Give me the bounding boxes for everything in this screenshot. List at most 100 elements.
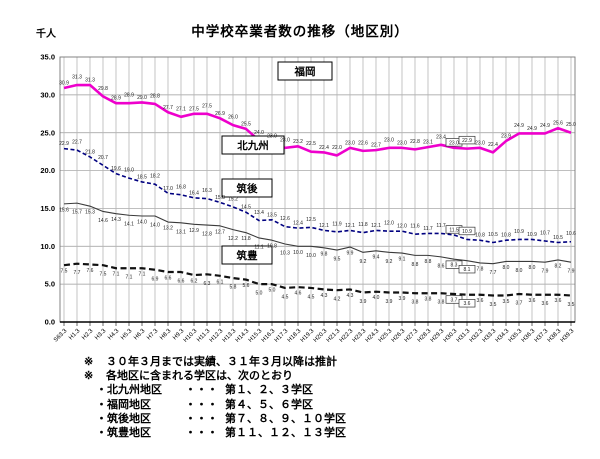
data-point-label: 3.9 xyxy=(386,299,393,305)
data-point-label: 24.0 xyxy=(254,130,264,136)
data-point-label: 18.5 xyxy=(137,174,147,180)
data-labels-fukuoka: 30.931.3 31.329.828.9 28.9 29.0 28.827.7 27.1… xyxy=(59,75,576,151)
data-point-label: 12.2 xyxy=(228,236,238,242)
data-point-label: 19.6 xyxy=(111,166,121,172)
footnote-text: ３０年３月までは実績、３１年３月以降は推計 xyxy=(106,356,337,368)
district-legend-row: ・北九州地区 ・・・ 第１、２、３学区 xyxy=(84,383,346,397)
data-point-label: 7.7 xyxy=(490,270,497,276)
y-tick-label: 0.0 xyxy=(45,318,55,327)
data-point-label: 7.1 xyxy=(126,275,133,281)
data-point-label: 9.8 xyxy=(321,251,328,257)
data-point-label: 14.1 xyxy=(124,222,134,228)
data-point-label: 14.3 xyxy=(111,217,121,223)
data-point-label: 7.9 xyxy=(568,269,575,275)
data-point-label: 23.2 xyxy=(293,139,303,145)
data-point-label: 23.4 xyxy=(436,134,446,140)
data-point-label: 3.9 xyxy=(360,299,367,305)
footnote-remark: ※ ３０年３月までは実績、３１年３月以降は推計 xyxy=(84,355,346,369)
data-point-label: 8.6 xyxy=(438,263,445,269)
data-point-label: 11.6 xyxy=(410,224,420,230)
data-point-label: 13.1 xyxy=(176,229,186,235)
reference-mark: ※ xyxy=(84,370,94,383)
data-point-label: 3.8 xyxy=(438,300,445,306)
data-point-label: 30.9 xyxy=(59,81,69,87)
data-point-label: 12.0 xyxy=(384,221,394,227)
data-point-label: 25.5 xyxy=(241,121,251,127)
bullet-icon: ・ xyxy=(96,412,107,425)
series-line-chikuho xyxy=(63,262,572,297)
data-point-label: 28.9 xyxy=(111,96,121,102)
data-point-label: 14.0 xyxy=(150,223,160,229)
legend-label: 筑後 xyxy=(236,182,258,195)
grid-layer xyxy=(59,56,576,326)
x-tick-label: H39.3 xyxy=(560,328,576,344)
legend-box-chikugo: 筑後 xyxy=(221,178,273,198)
x-tick-label: H2.3 xyxy=(81,328,95,342)
data-point-label: 13.2 xyxy=(163,226,173,232)
data-point-label: 8.0 xyxy=(516,268,523,274)
x-tick-label: H4.3 xyxy=(107,328,121,342)
data-point-label: 3.5 xyxy=(490,302,497,308)
data-point-label: 3.6 xyxy=(464,301,471,307)
data-point-label: 6.6 xyxy=(165,276,172,282)
x-tick-label: S63.3 xyxy=(53,328,69,344)
district-name: 福岡地区 xyxy=(107,398,151,411)
data-point-label: 24.9 xyxy=(527,126,537,132)
data-point-label: 3.7 xyxy=(516,300,523,306)
data-point-label: 8.3 xyxy=(451,263,458,269)
data-point-label: 11.7 xyxy=(423,226,433,232)
data-point-label: 25.6 xyxy=(553,121,563,127)
data-point-label: 10.8 xyxy=(267,244,277,250)
data-point-label: 10.5 xyxy=(553,235,563,241)
data-point-label: 26.0 xyxy=(228,115,238,121)
data-point-label: 11.8 xyxy=(358,222,368,228)
district-name: 筑豊地区 xyxy=(107,427,151,440)
data-point-label: 7.8 xyxy=(477,266,484,272)
x-tick-label: H8.3 xyxy=(159,328,173,342)
data-point-label: 16.3 xyxy=(202,188,212,194)
data-point-label: 15.8 xyxy=(215,195,225,201)
data-point-label: 22.7 xyxy=(371,143,381,149)
data-point-label: 23.0 xyxy=(345,140,355,146)
data-point-label: 7.6 xyxy=(87,268,94,274)
series-line-fukuoka xyxy=(63,83,572,157)
data-point-label: 12.0 xyxy=(397,224,407,230)
y-tick-label: 10.0 xyxy=(40,242,55,251)
data-point-label: 16.8 xyxy=(176,184,186,190)
data-point-label: 13.5 xyxy=(267,212,277,218)
data-point-label: 15.2 xyxy=(228,196,238,202)
data-point-label: 23.9 xyxy=(267,134,277,140)
data-point-label: 20.7 xyxy=(98,155,108,161)
data-point-label: 8.1 xyxy=(464,267,471,273)
district-name: 筑後地区 xyxy=(107,412,151,425)
data-point-label: 19.0 xyxy=(124,168,134,174)
data-point-label: 5.0 xyxy=(256,291,263,297)
data-point-label: 14.5 xyxy=(241,205,251,211)
data-point-label: 29.0 xyxy=(137,95,147,101)
data-labels-layer: 30.931.3 31.329.828.9 28.9 29.0 28.827.7 27.1… xyxy=(59,75,576,308)
data-point-label: 27.5 xyxy=(189,106,199,112)
data-point-label: 6.2 xyxy=(191,279,198,285)
data-point-label: 7.9 xyxy=(542,269,549,275)
data-point-label: 8.8 xyxy=(412,262,419,268)
data-point-label: 3.6 xyxy=(542,301,549,307)
bullet-icon: ・ xyxy=(96,398,107,411)
data-point-label: 28.8 xyxy=(150,93,160,99)
data-point-label: 3.8 xyxy=(412,300,419,306)
dots-separator: ・・・ xyxy=(185,384,218,397)
x-tick-label: H3.3 xyxy=(94,328,108,342)
series-line-chikugo xyxy=(63,202,572,265)
x-tick-label: H10.3 xyxy=(183,328,199,344)
data-point-label: 23.0 xyxy=(475,140,485,146)
data-point-label: 6.1 xyxy=(217,279,224,285)
y-tick-label: 20.0 xyxy=(40,166,55,175)
data-point-label: 22.0 xyxy=(332,145,342,151)
data-point-label: 3.7 xyxy=(451,297,458,303)
district-school-zones: 第１、２、３学区 xyxy=(225,384,313,397)
data-point-label: 22.9 xyxy=(462,138,472,144)
data-point-label: 3.8 xyxy=(425,297,432,303)
data-point-label: 13.4 xyxy=(254,210,264,216)
data-point-label: 5.8 xyxy=(230,285,237,291)
